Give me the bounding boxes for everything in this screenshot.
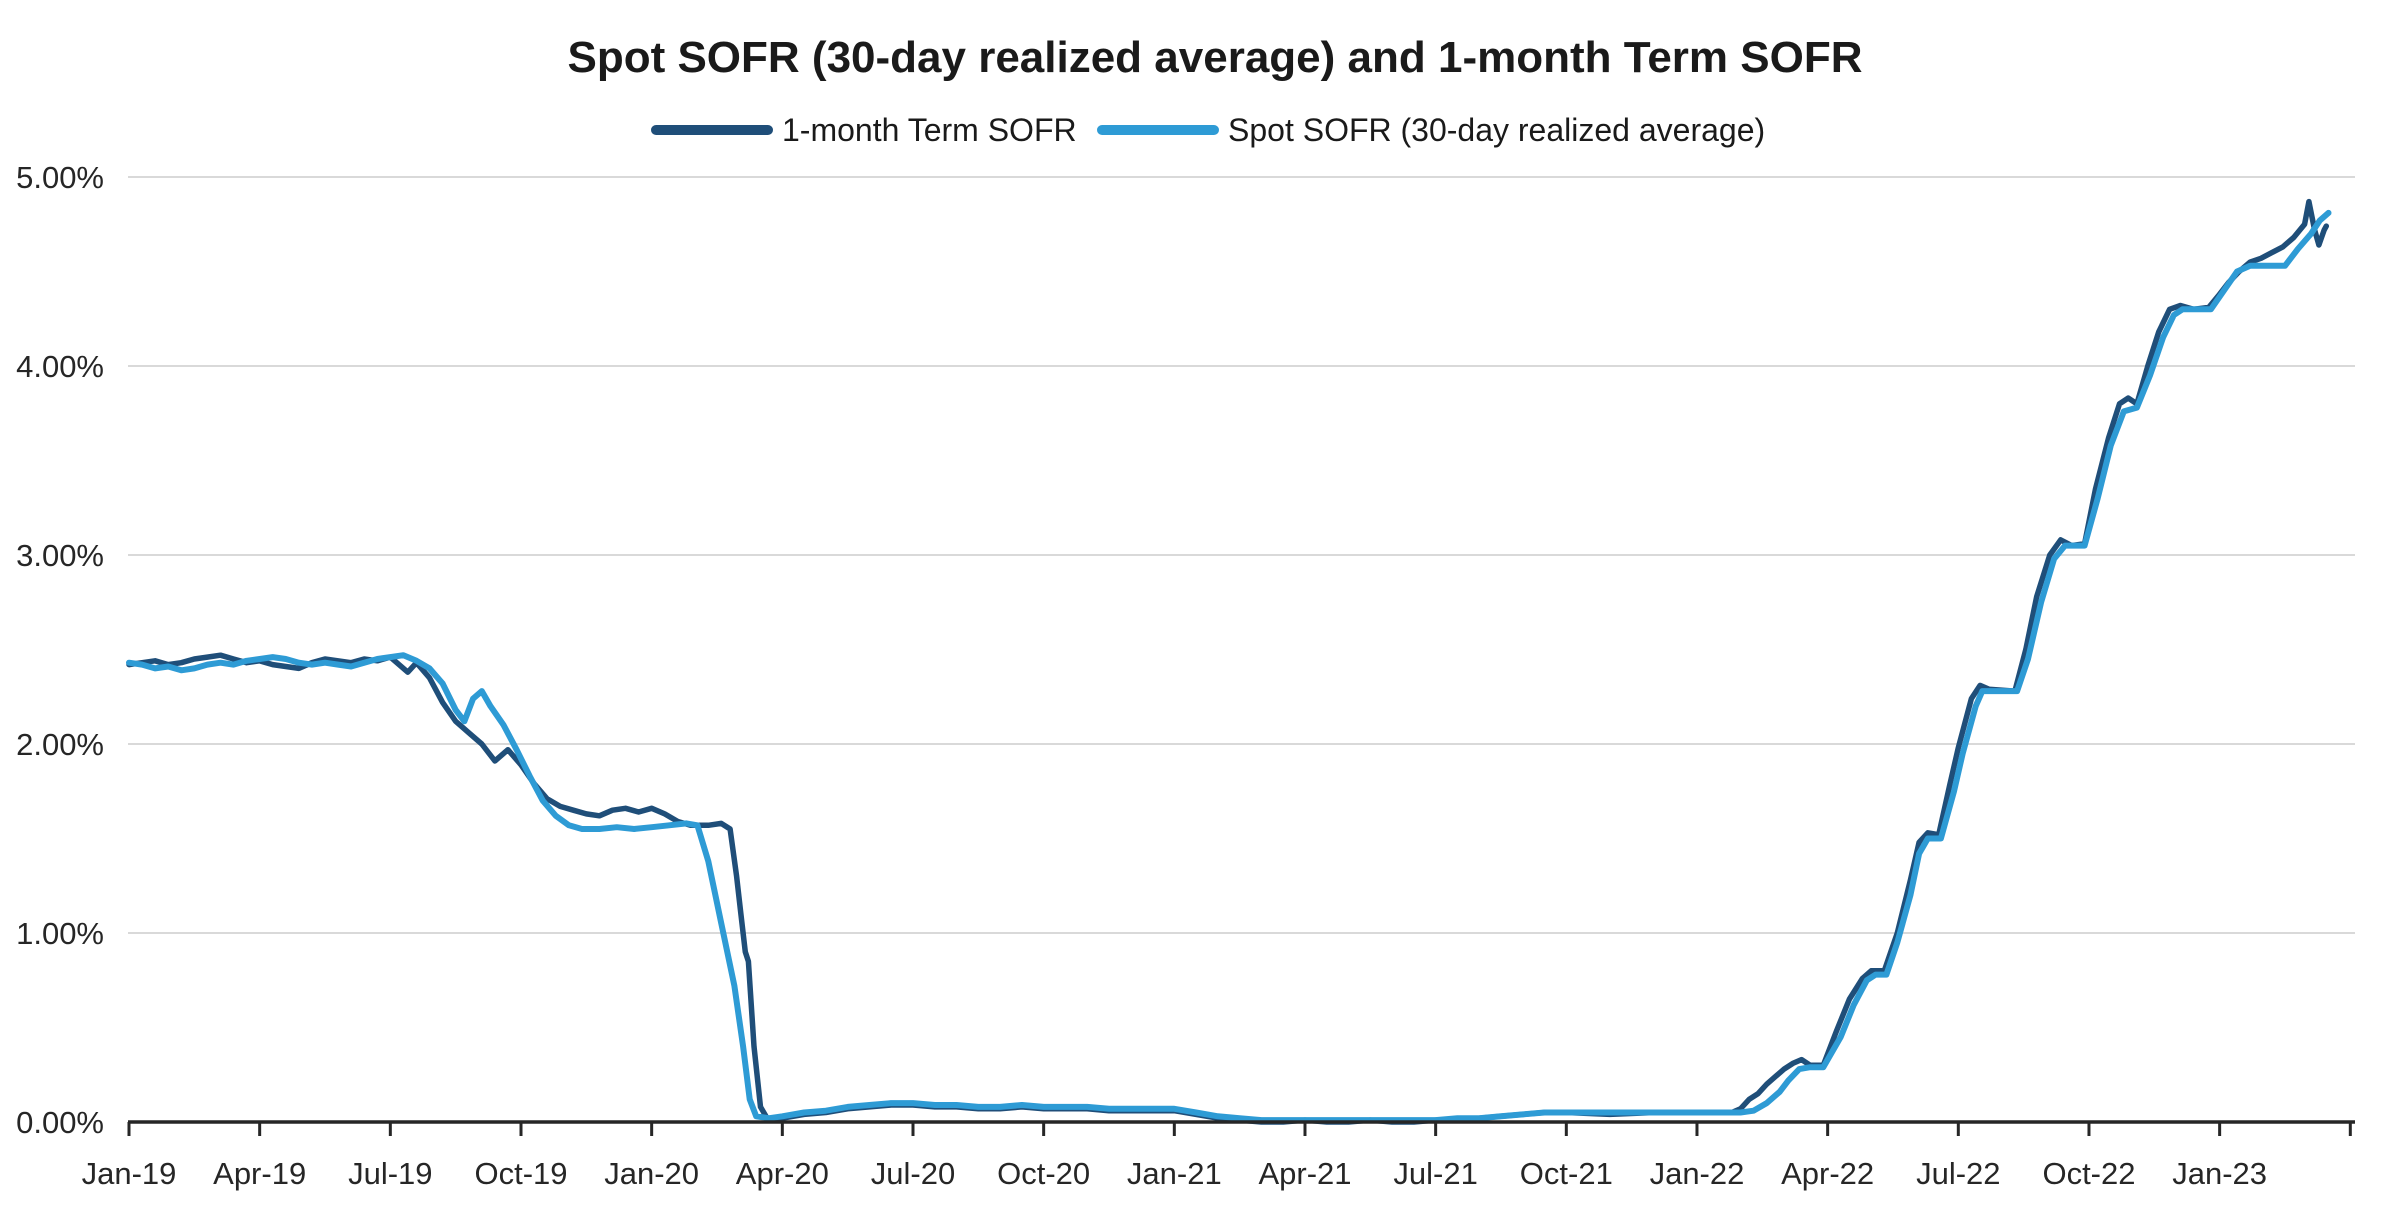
x-axis-label: Jul-20 — [871, 1156, 955, 1191]
y-axis-label: 4.00% — [16, 349, 104, 384]
x-axis-label: Jul-21 — [1393, 1156, 1477, 1191]
x-axis-label: Jan-20 — [604, 1156, 699, 1191]
legend-label-spot-sofr: Spot SOFR (30-day realized average) — [1228, 112, 1765, 148]
y-axis-label: 2.00% — [16, 727, 104, 762]
x-axis-label: Apr-22 — [1781, 1156, 1874, 1191]
y-axis-labels: 0.00% 1.00% 2.00% 3.00% 4.00% 5.00% — [16, 160, 104, 1140]
y-axis-label: 3.00% — [16, 538, 104, 573]
y-axis-label: 0.00% — [16, 1105, 104, 1140]
x-axis-label: Jan-22 — [1650, 1156, 1745, 1191]
x-axis — [127, 1120, 2355, 1136]
chart-title: Spot SOFR (30-day realized average) and … — [567, 33, 1862, 82]
x-axis-label: Jan-23 — [2172, 1156, 2267, 1191]
y-axis-label: 1.00% — [16, 916, 104, 951]
x-axis-label: Oct-20 — [997, 1156, 1090, 1191]
x-axis-label: Apr-20 — [736, 1156, 829, 1191]
x-axis-label: Jul-19 — [348, 1156, 432, 1191]
x-axis-label: Jul-22 — [1916, 1156, 2000, 1191]
x-axis-label: Apr-21 — [1258, 1156, 1351, 1191]
y-gridlines — [128, 176, 2355, 934]
term-sofr-line — [126, 198, 2330, 1125]
x-axis-label: Jan-19 — [82, 1156, 177, 1191]
chart-legend: 1-month Term SOFR Spot SOFR (30-day real… — [651, 112, 1765, 148]
series-lines — [126, 198, 2332, 1125]
x-axis-label: Oct-19 — [474, 1156, 567, 1191]
spot-sofr-line — [126, 209, 2332, 1124]
x-axis-label: Apr-19 — [213, 1156, 306, 1191]
x-axis-label: Jan-21 — [1127, 1156, 1222, 1191]
x-axis-labels: Jan-19 Apr-19 Jul-19 Oct-19 Jan-20 Apr-20 Jul-… — [82, 1156, 2267, 1191]
x-axis-label: Oct-21 — [1520, 1156, 1613, 1191]
legend-label-term-sofr: 1-month Term SOFR — [782, 112, 1077, 148]
x-axis-label: Oct-22 — [2042, 1156, 2135, 1191]
y-axis-label: 5.00% — [16, 160, 104, 195]
